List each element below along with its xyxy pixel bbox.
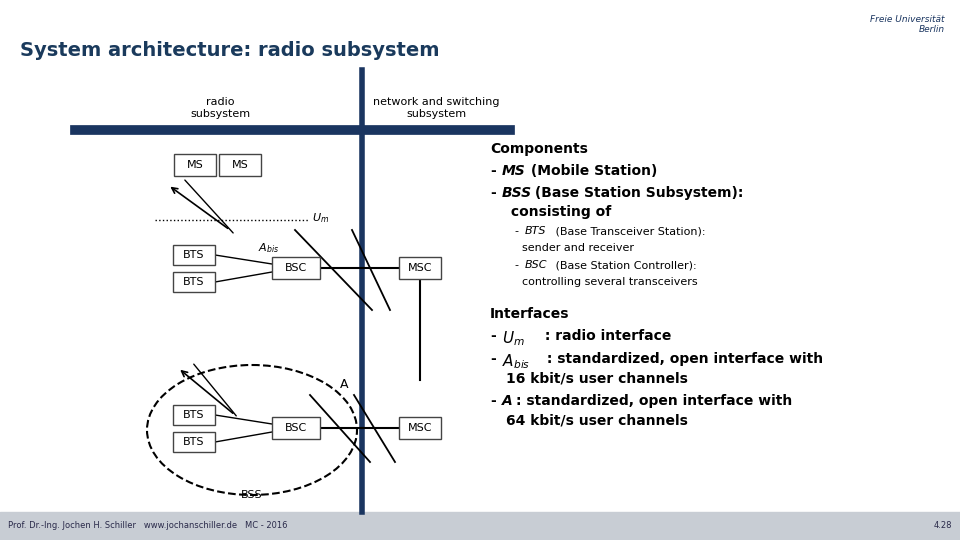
Text: 4.28: 4.28 — [933, 522, 952, 530]
Text: 64 kbit/s user channels: 64 kbit/s user channels — [506, 413, 688, 427]
Text: Components: Components — [490, 142, 588, 156]
Text: (Base Station Controller):: (Base Station Controller): — [552, 260, 697, 270]
Text: Prof. Dr.-Ing. Jochen H. Schiller   www.jochanschiller.de   MC - 2016: Prof. Dr.-Ing. Jochen H. Schiller www.jo… — [8, 522, 287, 530]
Text: -: - — [514, 226, 518, 236]
Text: -: - — [514, 260, 518, 270]
Text: $U_m$: $U_m$ — [312, 211, 329, 225]
Text: System architecture: radio subsystem: System architecture: radio subsystem — [20, 40, 440, 59]
Bar — [219, 154, 261, 176]
Text: BSC: BSC — [285, 263, 307, 273]
Text: BSS: BSS — [502, 186, 532, 200]
Text: MSC: MSC — [408, 263, 432, 273]
Text: A: A — [502, 394, 513, 408]
Bar — [173, 245, 215, 265]
Text: BSC: BSC — [285, 423, 307, 433]
Text: BTS: BTS — [183, 277, 204, 287]
Text: BTS: BTS — [525, 226, 546, 236]
Text: : standardized, open interface with: : standardized, open interface with — [516, 394, 792, 408]
Text: (Mobile Station): (Mobile Station) — [526, 164, 658, 178]
Text: $A_{bis}$: $A_{bis}$ — [502, 352, 530, 370]
Text: -: - — [490, 394, 495, 408]
Bar — [399, 417, 441, 439]
Text: -: - — [490, 329, 495, 343]
Text: -: - — [490, 164, 495, 178]
Bar — [173, 405, 215, 425]
Text: radio
subsystem: radio subsystem — [190, 97, 250, 119]
Text: $A_{bis}$: $A_{bis}$ — [258, 241, 279, 255]
Text: MS: MS — [231, 160, 249, 170]
Text: sender and receiver: sender and receiver — [522, 243, 634, 253]
Bar — [399, 257, 441, 279]
Text: MSC: MSC — [408, 423, 432, 433]
Text: (Base Station Subsystem):: (Base Station Subsystem): — [530, 186, 743, 200]
Text: Freie Universität: Freie Universität — [871, 15, 945, 24]
Text: consisting of: consisting of — [506, 205, 612, 219]
Text: -: - — [490, 352, 495, 366]
Text: 16 kbit/s user channels: 16 kbit/s user channels — [506, 372, 688, 386]
Text: (Base Transceiver Station):: (Base Transceiver Station): — [552, 226, 706, 236]
Bar — [173, 432, 215, 452]
Text: MS: MS — [502, 164, 526, 178]
Text: -: - — [490, 186, 495, 200]
Text: BSS: BSS — [241, 490, 263, 500]
Text: MS: MS — [186, 160, 204, 170]
Bar — [272, 417, 320, 439]
Text: BTS: BTS — [183, 250, 204, 260]
Text: BSC: BSC — [525, 260, 547, 270]
Text: $U_m$: $U_m$ — [502, 329, 525, 348]
Text: controlling several transceivers: controlling several transceivers — [522, 277, 698, 287]
Text: network and switching
subsystem: network and switching subsystem — [372, 97, 499, 119]
Bar — [174, 154, 216, 176]
Bar — [173, 272, 215, 292]
Bar — [272, 257, 320, 279]
Text: Berlin: Berlin — [919, 25, 945, 34]
Text: A: A — [340, 379, 348, 392]
Text: : radio interface: : radio interface — [540, 329, 671, 343]
Text: BTS: BTS — [183, 410, 204, 420]
Text: : standardized, open interface with: : standardized, open interface with — [542, 352, 823, 366]
Text: Interfaces: Interfaces — [490, 307, 569, 321]
Text: BTS: BTS — [183, 437, 204, 447]
